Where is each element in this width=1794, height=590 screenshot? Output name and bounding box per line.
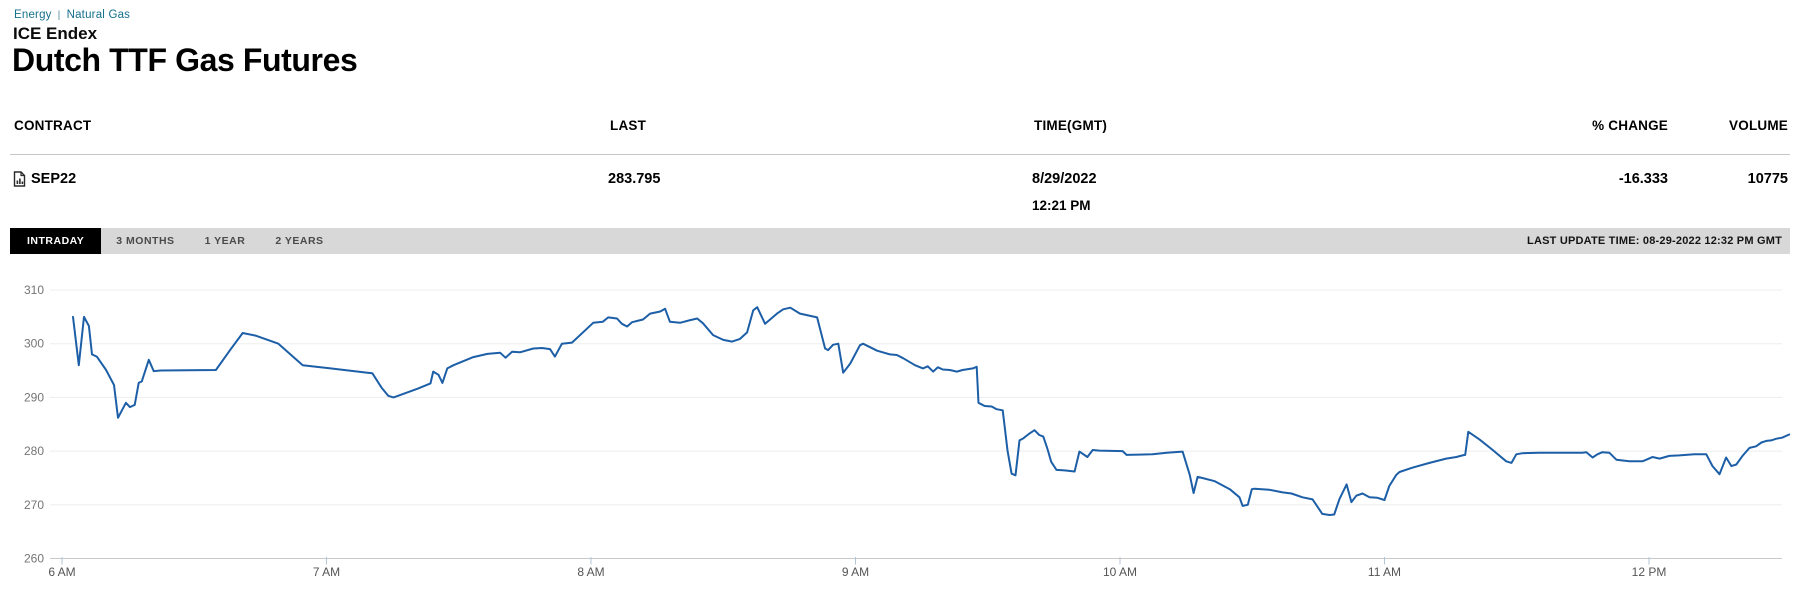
- y-axis-label-280: 280: [24, 444, 44, 458]
- price-line-SEP22: [72, 306, 1791, 516]
- tab-intraday[interactable]: INTRADAY: [10, 228, 102, 254]
- y-axis-label-310: 310: [24, 283, 44, 297]
- page-title: Dutch TTF Gas Futures: [12, 42, 358, 78]
- exchange-name: ICE Endex: [13, 24, 98, 43]
- breadcrumb-link-natural-gas[interactable]: Natural Gas: [66, 9, 131, 21]
- x-axis-label-6: 12 PM: [1632, 565, 1667, 579]
- y-axis-label-300: 300: [24, 337, 44, 351]
- breadcrumb-link-energy[interactable]: Energy: [14, 9, 52, 21]
- y-axis-label-290: 290: [24, 390, 44, 404]
- x-axis-label-0: 6 AM: [48, 565, 75, 579]
- last-update-time-label: LAST UPDATE TIME: 08-29-2022 12:32 PM GM…: [1527, 235, 1782, 247]
- quote-time: 12:21 PM: [1032, 198, 1091, 213]
- column-header-volume: VOLUME: [1729, 118, 1788, 133]
- tab-1-year[interactable]: 1 YEAR: [204, 235, 246, 247]
- column-header-last: LAST: [610, 118, 647, 133]
- contract-name: SEP22: [31, 171, 77, 187]
- last-price-value: 283.795: [608, 171, 661, 187]
- tab-3-months[interactable]: 3 MONTHS: [116, 235, 175, 247]
- x-axis-label-4: 10 AM: [1103, 565, 1137, 579]
- pct-change-value: -16.333: [1618, 171, 1668, 187]
- table-header-divider: [10, 154, 1790, 155]
- tab-2-years[interactable]: 2 YEARS: [275, 235, 324, 247]
- breadcrumb-separator: |: [57, 9, 61, 21]
- x-axis-label-2: 8 AM: [577, 565, 604, 579]
- contract-document-chart-icon: [13, 171, 26, 187]
- x-axis-label-1: 7 AM: [313, 565, 340, 579]
- contract-cell[interactable]: SEP22: [13, 171, 76, 187]
- chart-range-tabbar: INTRADAY 3 MONTHS 1 YEAR 2 YEARS LAST UP…: [10, 228, 1790, 254]
- column-header-pct-change: % CHANGE: [1592, 118, 1668, 133]
- x-axis-label-5: 11 AM: [1368, 565, 1401, 579]
- volume-value: 10775: [1747, 171, 1788, 187]
- column-header-contract: CONTRACT: [14, 118, 92, 133]
- breadcrumb: Energy | Natural Gas: [14, 9, 130, 21]
- price-chart: 260 270 280 290 300 310 6 AM 7 AM 8 AM 9 AM 10 AM 1…: [0, 254, 1794, 590]
- y-axis-label-270: 270: [24, 498, 44, 512]
- y-axis-label-260: 260: [24, 552, 44, 566]
- x-axis-label-3: 9 AM: [842, 565, 869, 579]
- price-chart-svg: 260 270 280 290 300 310 6 AM 7 AM 8 AM 9 AM 10 AM 1…: [24, 283, 1791, 579]
- column-header-time: TIME(GMT): [1034, 118, 1108, 133]
- quote-date: 8/29/2022: [1032, 171, 1097, 187]
